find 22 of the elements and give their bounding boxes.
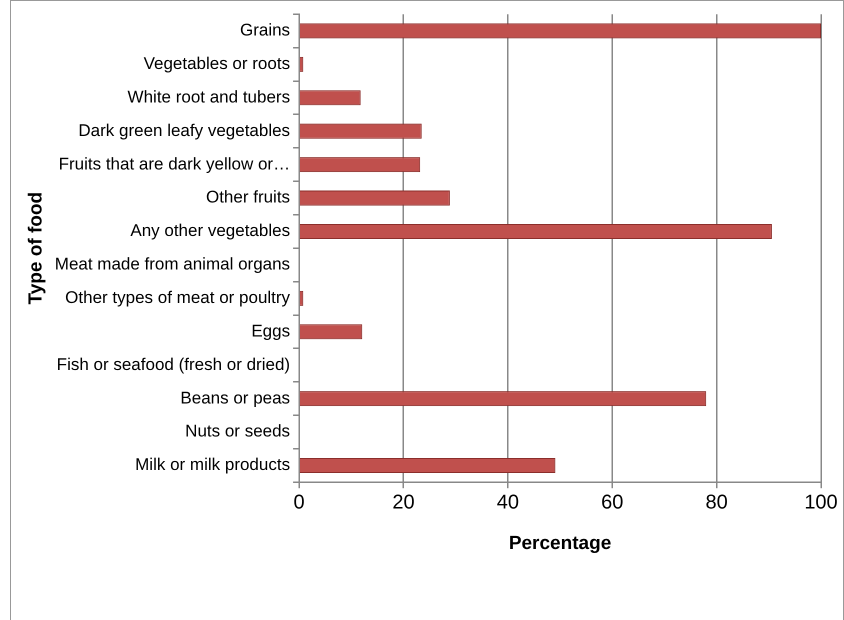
y-tick-label: Nuts or seeds [185, 422, 290, 441]
y-tick-label: White root and tubers [128, 87, 290, 106]
x-tick-label: 20 [392, 492, 415, 514]
y-tick-label: Fish or seafood (fresh or dried) [56, 354, 290, 374]
y-tick-label: Beans or peas [180, 388, 290, 408]
x-tick-label: 40 [496, 492, 519, 514]
y-tick-label: Other types of meat or poultry [65, 288, 291, 308]
y-tick-label: Dark green leafy vegetables [78, 120, 290, 140]
x-tick-label: 0 [294, 492, 305, 514]
y-tick-label: Milk or milk products [135, 455, 290, 474]
x-tick-label: 100 [804, 492, 838, 514]
y-tick-label: Meat made from animal organs [54, 254, 290, 274]
y-tick-label: Any other vegetables [130, 221, 290, 240]
x-axis-title: Percentage [508, 532, 612, 554]
y-tick-label: Vegetables or roots [144, 54, 290, 74]
x-tick-label: 60 [601, 492, 624, 514]
y-axis-title: Type of food [26, 192, 47, 304]
y-tick-label: Eggs [251, 321, 290, 340]
y-tick-label: Fruits that are dark yellow or… [58, 154, 290, 174]
y-tick-label: Grains [240, 20, 290, 40]
x-tick-label: 80 [705, 492, 728, 514]
y-tick-label: Other fruits [206, 188, 290, 207]
